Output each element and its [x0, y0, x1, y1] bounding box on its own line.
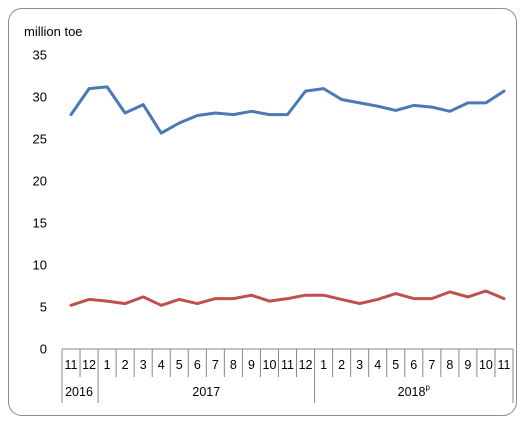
x-tick-label: 8 [446, 358, 453, 372]
series-line-2 [69, 289, 506, 307]
x-tick-label: 4 [158, 358, 165, 372]
y-axis-unit-label: million toe [24, 24, 83, 39]
x-tick-label: 7 [212, 358, 219, 372]
y-tick-label: 5 [40, 300, 47, 315]
x-tick-label: 2 [338, 358, 345, 372]
x-tick-label: 9 [248, 358, 255, 372]
x-tick-label: 12 [82, 358, 96, 372]
x-tick-label: 9 [464, 358, 471, 372]
x-tick-label: 5 [176, 358, 183, 372]
year-label-text: 2018 [398, 385, 426, 399]
x-tick-label: 3 [140, 358, 147, 372]
y-tick-label: 30 [33, 90, 47, 105]
x-tick-label: 4 [374, 358, 381, 372]
x-tick-label: 11 [65, 358, 78, 372]
year-label-superscript: p [425, 383, 430, 392]
x-tick-label: 6 [194, 358, 201, 372]
x-tick-label: 11 [281, 358, 294, 372]
series-line-1 [69, 85, 506, 135]
y-tick-label: 35 [33, 48, 47, 63]
x-tick-label: 11 [497, 358, 510, 372]
year-label: 2016 [65, 385, 93, 399]
chart-frame [8, 8, 517, 416]
x-tick-label: 10 [263, 358, 277, 372]
x-tick-label: 8 [230, 358, 237, 372]
x-tick-label: 2 [122, 358, 129, 372]
x-tick-label: 6 [410, 358, 417, 372]
y-tick-label: 15 [33, 216, 47, 231]
x-tick-label: 12 [299, 358, 313, 372]
x-tick-label: 5 [392, 358, 399, 372]
x-tick-label: 3 [356, 358, 363, 372]
y-tick-label: 20 [33, 174, 47, 189]
x-tick-label: 10 [479, 358, 493, 372]
y-tick-label: 25 [33, 132, 47, 147]
x-tick-label: 7 [428, 358, 435, 372]
year-label-text: 2016 [65, 385, 93, 399]
y-tick-label: 10 [33, 258, 47, 273]
year-label: 2017 [192, 385, 220, 399]
x-tick-label: 1 [320, 358, 327, 372]
y-tick-label: 0 [40, 342, 47, 357]
year-label: 2018p [398, 383, 431, 399]
year-label-text: 2017 [192, 385, 220, 399]
x-tick-label: 1 [104, 358, 111, 372]
